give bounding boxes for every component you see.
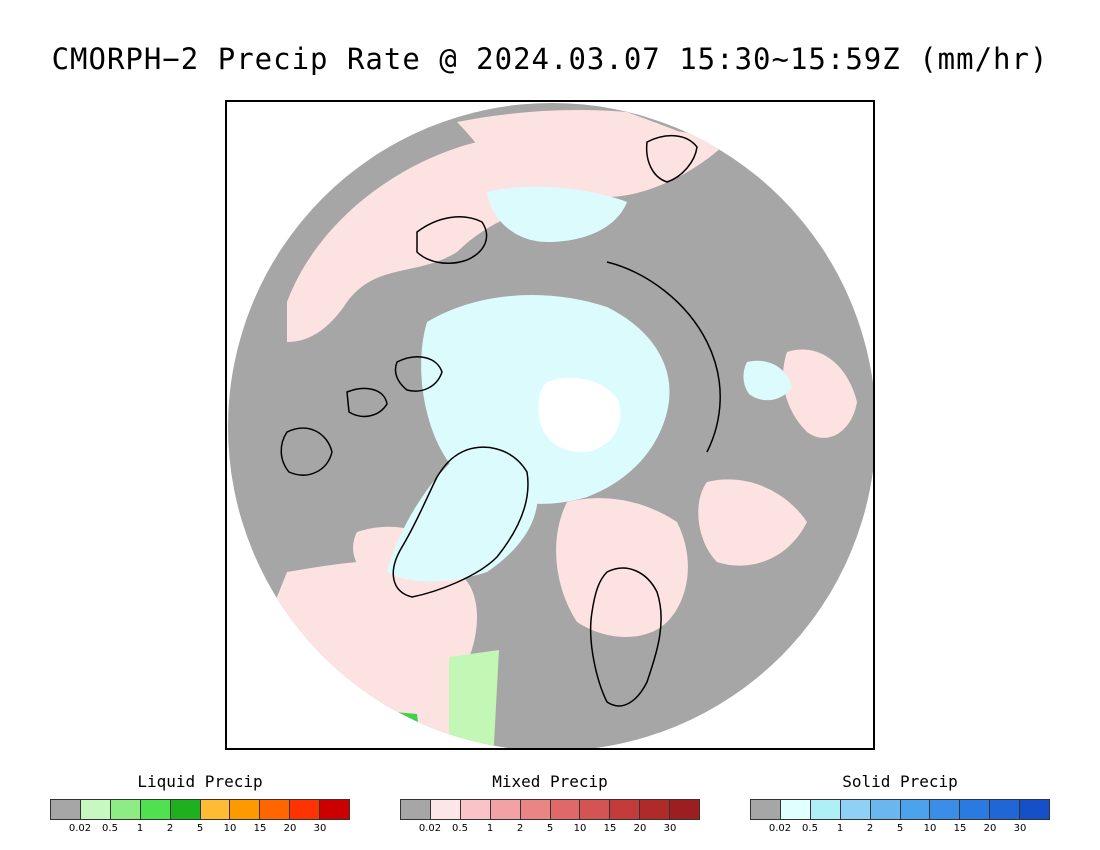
- tick-label: 20: [633, 823, 647, 834]
- legend-title: Liquid Precip: [137, 772, 263, 791]
- mixed-precip-region-east: [783, 349, 857, 438]
- coastline-alaska: [416, 216, 488, 264]
- legend-swatch: [140, 800, 171, 819]
- polar-precip-map: [228, 103, 873, 748]
- liquid-precip-region-atlantic: [449, 650, 499, 748]
- solid-precip-region-siberia: [487, 186, 627, 242]
- legend-swatch: [170, 800, 201, 819]
- legend-mixed-precip: Mixed Precip 0.02 0.5 1 2 5 10 15 20 30: [400, 772, 700, 837]
- legend-liquid-precip: Liquid Precip 0.02 0.5 1 2 5 10 15 20 30: [50, 772, 350, 837]
- legend-swatch: [550, 800, 581, 819]
- legend-swatch: [290, 800, 321, 819]
- tick-label: 2: [166, 823, 174, 834]
- tick-label: 10: [223, 823, 237, 834]
- tick-labels: 0.02 0.5 1 2 5 10 15 20 30: [400, 823, 700, 837]
- legend-swatch: [840, 800, 871, 819]
- tick-label: 10: [573, 823, 587, 834]
- legend-swatch: [520, 800, 551, 819]
- legend-title: Mixed Precip: [492, 772, 608, 791]
- legend-swatch: [870, 800, 901, 819]
- color-bar: [750, 799, 1050, 820]
- map-panel: [225, 100, 875, 750]
- mixed-precip-region-russia: [698, 479, 807, 566]
- mixed-precip-region-atlantic: [267, 560, 477, 748]
- legend-swatch: [320, 800, 350, 819]
- tick-label: 10: [923, 823, 937, 834]
- legend-swatch: [960, 800, 991, 819]
- legend-swatch: [110, 800, 141, 819]
- tick-label: 0.02: [68, 823, 92, 834]
- coastline-siberia: [606, 261, 721, 453]
- legend-swatch: [900, 800, 931, 819]
- legend-swatch: [580, 800, 611, 819]
- legend-swatch: [930, 800, 961, 819]
- coastline-greenland: [392, 446, 529, 598]
- mixed-precip-region-bering: [457, 110, 707, 193]
- legend-swatch: [460, 800, 491, 819]
- legend-swatch: [260, 800, 291, 819]
- tick-label: 1: [486, 823, 494, 834]
- color-bar: [50, 799, 350, 820]
- tick-label: 20: [283, 823, 297, 834]
- tick-label: 0.5: [102, 823, 118, 834]
- legend-swatch: [430, 800, 461, 819]
- tick-label: 15: [603, 823, 617, 834]
- solid-precip-region-greenland: [387, 453, 538, 582]
- tick-label: 2: [516, 823, 524, 834]
- tick-label: 1: [136, 823, 144, 834]
- tick-label: 1: [836, 823, 844, 834]
- tick-label: 20: [983, 823, 997, 834]
- legend-swatch: [751, 800, 781, 819]
- tick-label: 0.5: [452, 823, 468, 834]
- tick-label: 30: [313, 823, 327, 834]
- map-title: CMORPH−2 Precip Rate @ 2024.03.07 15:30~…: [51, 42, 1049, 76]
- legend-swatch: [640, 800, 671, 819]
- color-bar: [400, 799, 700, 820]
- legend-solid-precip: Solid Precip 0.02 0.5 1 2 5 10 15 20 30: [750, 772, 1050, 837]
- north-pole-no-data: [538, 377, 621, 453]
- tick-label: 15: [953, 823, 967, 834]
- solid-precip-region-ural: [743, 360, 792, 401]
- tick-label: 5: [196, 823, 204, 834]
- legend-swatch: [230, 800, 261, 819]
- legend-title: Solid Precip: [842, 772, 958, 791]
- coastline-kamchatka: [645, 135, 698, 183]
- tick-labels: 0.02 0.5 1 2 5 10 15 20 30: [750, 823, 1050, 837]
- tick-label: 30: [1013, 823, 1027, 834]
- legend-swatch: [990, 800, 1021, 819]
- coastline-hudson-bay: [280, 427, 333, 476]
- tick-label: 0.02: [418, 823, 442, 834]
- tick-labels: 0.02 0.5 1 2 5 10 15 20 30: [50, 823, 350, 837]
- tick-label: 0.5: [802, 823, 818, 834]
- legend-swatch: [670, 800, 700, 819]
- coastline-scandinavia: [589, 567, 662, 707]
- legend-swatch: [610, 800, 641, 819]
- legend-swatch: [1020, 800, 1050, 819]
- coastline-canada-islands: [346, 356, 443, 418]
- tick-label: 5: [896, 823, 904, 834]
- tick-label: 15: [253, 823, 267, 834]
- legend-swatch: [80, 800, 111, 819]
- legend-swatch: [51, 800, 81, 819]
- liquid-precip-region-strong: [395, 712, 419, 730]
- legend-swatch: [200, 800, 231, 819]
- tick-label: 0.02: [768, 823, 792, 834]
- tick-label: 2: [866, 823, 874, 834]
- tick-label: 5: [546, 823, 554, 834]
- legend-swatch: [810, 800, 841, 819]
- legend-swatch: [401, 800, 431, 819]
- legend-swatch: [780, 800, 811, 819]
- tick-label: 30: [663, 823, 677, 834]
- legend-swatch: [490, 800, 521, 819]
